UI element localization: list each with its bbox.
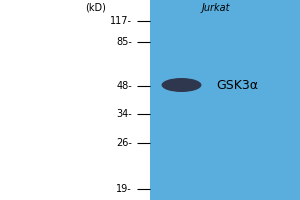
Text: 117-: 117- (110, 16, 132, 26)
Text: 19-: 19- (116, 184, 132, 194)
Text: (kD): (kD) (85, 3, 106, 13)
Bar (150, 0, 300, 200)
Text: 34-: 34- (116, 109, 132, 119)
Text: 26-: 26- (116, 138, 132, 148)
Text: 48-: 48- (116, 81, 132, 91)
Text: GSK3α: GSK3α (216, 79, 258, 92)
Text: Jurkat: Jurkat (202, 3, 230, 13)
Text: 85-: 85- (116, 37, 132, 47)
Ellipse shape (162, 78, 202, 92)
